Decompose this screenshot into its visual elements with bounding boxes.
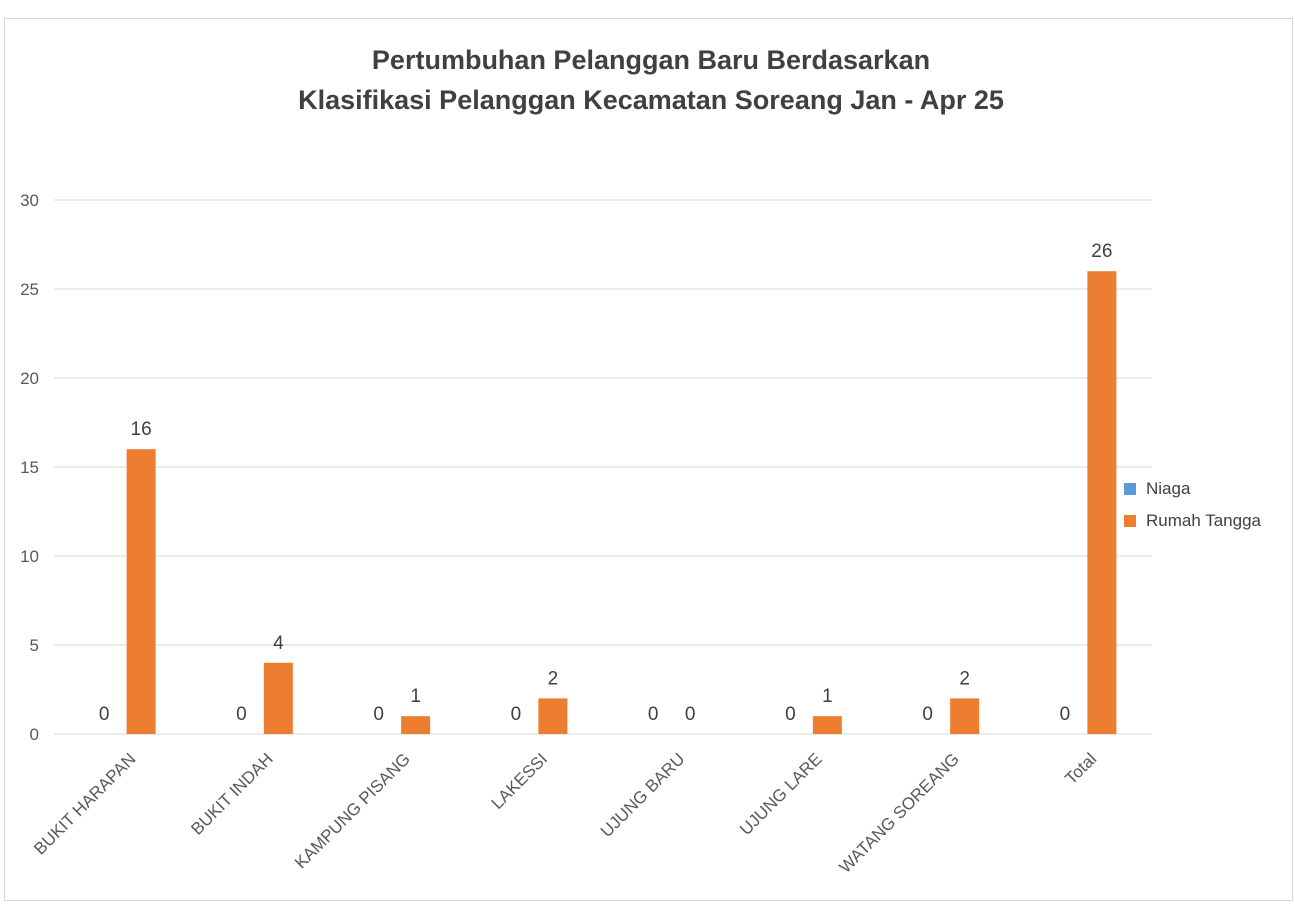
data-label: 0 [236, 704, 247, 725]
bar-rumah-tangga-1 [263, 662, 293, 734]
x-tick-label: BUKIT INDAH [187, 749, 276, 838]
bar-rumah-tangga-5 [812, 716, 842, 734]
chart-title-line-2: Klasifikasi Pelanggan Kecamatan Soreang … [298, 85, 1004, 115]
x-tick-label: Total [1061, 749, 1100, 788]
legend-label-rumah-tangga: Rumah Tangga [1146, 511, 1261, 530]
data-label: 0 [511, 704, 522, 725]
data-label: 0 [648, 704, 659, 725]
data-label: 0 [1060, 704, 1071, 725]
legend-label-niaga: Niaga [1146, 479, 1191, 498]
x-tick-label: LAKESSI [488, 749, 552, 813]
data-label: 2 [959, 668, 970, 689]
legend-item-rumah-tangga: Rumah Tangga [1124, 508, 1261, 534]
data-label: 0 [99, 704, 110, 725]
data-label: 4 [273, 633, 284, 654]
y-tick-label: 10 [20, 547, 39, 566]
data-label: 0 [922, 704, 933, 725]
x-tick-label: UJUNG LARE [736, 749, 826, 839]
legend-swatch-rumah-tangga [1124, 515, 1136, 527]
data-label: 16 [131, 419, 152, 440]
data-label: 26 [1091, 241, 1112, 262]
y-tick-label: 20 [20, 369, 39, 388]
chart-title: Pertumbuhan Pelanggan Baru Berdasarkan K… [0, 40, 1295, 120]
data-label: 1 [822, 686, 833, 707]
chart-frame [4, 18, 1293, 901]
bar-rumah-tangga-2 [401, 716, 431, 734]
y-tick-label: 30 [20, 191, 39, 210]
x-tick-label: WATANG SOREANG [836, 749, 963, 876]
data-label: 1 [410, 686, 421, 707]
data-label: 0 [685, 704, 696, 725]
y-tick-label: 0 [30, 725, 39, 744]
bar-rumah-tangga-3 [538, 698, 568, 734]
data-label: 0 [373, 704, 384, 725]
data-label: 2 [548, 668, 559, 689]
x-tick-label: BUKIT HARAPAN [30, 749, 139, 858]
chart-title-line-1: Pertumbuhan Pelanggan Baru Berdasarkan [371, 45, 931, 75]
x-tick-label: KAMPUNG PISANG [291, 749, 414, 872]
x-tick-label: UJUNG BARU [597, 749, 689, 841]
data-label: 0 [785, 704, 796, 725]
legend-item-niaga: Niaga [1124, 476, 1261, 502]
y-tick-label: 5 [30, 636, 39, 655]
y-tick-label: 15 [20, 458, 39, 477]
legend-swatch-niaga [1124, 483, 1136, 495]
bar-rumah-tangga-0 [126, 449, 156, 734]
legend: Niaga Rumah Tangga [1124, 476, 1261, 540]
bar-rumah-tangga-7 [1087, 271, 1117, 734]
y-tick-label: 25 [20, 280, 39, 299]
bar-rumah-tangga-6 [950, 698, 980, 734]
